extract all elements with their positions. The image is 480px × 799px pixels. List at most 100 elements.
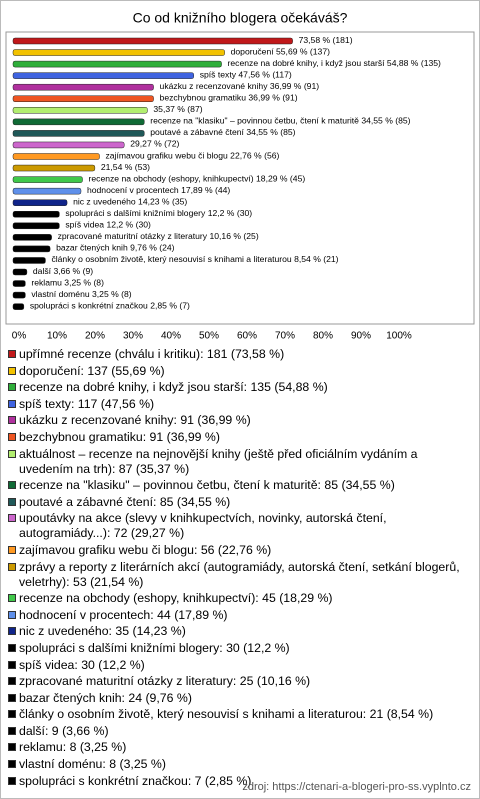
bar [12, 60, 222, 68]
value-label: spíš videa 12,2 % (30) [65, 220, 151, 230]
legend-item: upoutávky na akce (slevy v knihkupectvíc… [8, 511, 473, 541]
x-tick-label: 90% [351, 331, 371, 342]
legend-swatch [8, 726, 16, 735]
x-tick-label: 80% [313, 331, 333, 342]
value-label: 29,27 % (72) [130, 139, 179, 149]
bar [12, 72, 194, 79]
legend-item: zprávy a reporty z literárních akcí (aut… [8, 560, 473, 590]
legend-item: recenze na obchody (eshopy, knihkupectví… [8, 591, 473, 606]
value-label: reklamu 3,25 % (8) [31, 277, 104, 287]
legend: upřímné recenze (chválu i kritiku): 181 … [8, 347, 473, 790]
legend-label: doporučení: 137 (55,69 %) [19, 363, 165, 378]
bar [12, 49, 225, 56]
legend-item: bazar čtených knih: 24 (9,76 %) [8, 691, 473, 706]
bar [12, 153, 100, 160]
legend-swatch [8, 416, 16, 425]
x-tick-label: 20% [85, 331, 105, 342]
legend-item: bezchybnou gramatiku: 91 (36,99 %) [8, 430, 473, 445]
legend-item: spíš texty: 117 (47,56 %) [8, 397, 473, 412]
legend-swatch [8, 366, 16, 375]
value-label: bezchybnou gramatiku 36,99 % (91) [160, 93, 298, 103]
legend-label: nic z uvedeného: 35 (14,23 %) [19, 624, 186, 639]
legend-swatch [8, 643, 16, 652]
legend-item: recenze na "klasiku" – povinnou četbu, č… [8, 478, 473, 493]
bar [12, 187, 82, 195]
legend-label: články o osobním životě, který nesouvisí… [19, 707, 434, 722]
value-label: 21,54 % (53) [101, 162, 150, 172]
legend-swatch [8, 660, 16, 669]
legend-item: články o osobním životě, který nesouvisí… [8, 707, 473, 722]
value-label: bazar čtených knih 9,76 % (24) [56, 243, 175, 253]
bar [12, 118, 145, 126]
legend-item: vlastní doménu: 8 (3,25 %) [8, 757, 473, 772]
legend-swatch [8, 481, 16, 490]
x-tick-label: 70% [275, 331, 295, 342]
bar [12, 95, 154, 102]
legend-label: ukázku z recenzované knihy: 91 (36,99 %) [19, 413, 251, 428]
value-label: články o osobním životě, který nesouvisí… [51, 254, 338, 264]
legend-swatch [8, 610, 16, 619]
legend-label: aktuálnost – recenze na nejnovější knihy… [19, 446, 418, 476]
value-label: recenze na "klasiku" – povinnou četbu, č… [150, 116, 410, 126]
legend-label: upřímné recenze (chválu i kritiku): 181 … [19, 347, 285, 361]
value-label: zajímavou grafiku webu či blogu 22,76 % … [105, 150, 279, 160]
bar [12, 141, 125, 149]
legend-swatch [8, 594, 16, 603]
x-tick-label: 60% [237, 331, 257, 342]
legend-item: spíš videa: 30 (12,2 %) [8, 658, 473, 673]
x-tick-label: 40% [161, 331, 181, 342]
legend-swatch [8, 497, 16, 506]
x-tick-label: 100% [386, 331, 412, 342]
value-label: ukázku z recenzované knihy 36,99 % (91) [160, 81, 320, 91]
legend-label: zajímavou grafiku webu či blogu: 56 (22,… [19, 542, 272, 557]
value-label: spolupráci s konkrétní značkou 2,85 % (7… [30, 300, 190, 310]
legend-swatch [8, 710, 16, 719]
bar [12, 107, 148, 114]
bar [12, 245, 51, 253]
bar [12, 211, 60, 218]
x-tick-label: 50% [199, 331, 219, 342]
value-label: spolupráci s dalšími knižními blogery 12… [65, 208, 252, 218]
legend-item: doporučení: 137 (55,69 %) [8, 364, 473, 379]
bar [12, 222, 60, 230]
bar [12, 37, 293, 45]
chart-title: Co od knižního blogera očekáváš? [133, 10, 348, 26]
value-label: spíš texty 47,56 % (117) [200, 69, 292, 79]
value-label: nic z uvedeného 14,23 % (35) [73, 196, 187, 206]
bar [12, 176, 83, 183]
legend-swatch [8, 449, 16, 458]
bar [12, 83, 154, 91]
value-label: poutavé a zábavné čtení 34,55 % (85) [150, 127, 295, 137]
legend-label: reklamu: 8 (3,25 %) [19, 740, 127, 755]
legend-swatch [8, 545, 16, 554]
legend-label: recenze na "klasiku" – povinnou četbu, č… [19, 478, 395, 493]
legend-label: upoutávky na akce (slevy v knihkupectvíc… [19, 511, 387, 541]
legend-label: zprávy a reporty z literárních akcí (aut… [19, 559, 460, 589]
legend-item: nic z uvedeného: 35 (14,23 %) [8, 624, 473, 639]
legend-label: spíš videa: 30 (12,2 %) [19, 657, 145, 672]
legend-label: vlastní doménu: 8 (3,25 %) [19, 757, 166, 772]
source: zdroj: https://ctenari-a-blogeri-pro-ss.… [242, 781, 471, 793]
legend-swatch [8, 432, 16, 441]
legend-label: spolupráci s dalšími knižními blogery: 3… [19, 640, 290, 655]
legend-label: další: 9 (3,66 %) [19, 723, 109, 738]
bar [12, 268, 28, 276]
bar [12, 164, 96, 172]
legend-label: spíš texty: 117 (47,56 %) [19, 396, 155, 411]
legend-item: recenze na dobré knihy, i když jsou star… [8, 380, 473, 395]
legend-swatch [8, 743, 16, 752]
legend-item: aktuálnost – recenze na nejnovější knihy… [8, 447, 473, 477]
legend-swatch [8, 514, 16, 523]
bar [12, 280, 26, 287]
plot-frame [5, 31, 475, 325]
value-label: vlastní doménu 3,25 % (8) [31, 289, 131, 299]
legend-item: reklamu: 8 (3,25 %) [8, 740, 473, 755]
legend-item: další: 9 (3,66 %) [8, 724, 473, 739]
bar [12, 130, 145, 137]
bar [12, 291, 26, 299]
value-label: doporučení 55,69 % (137) [231, 46, 331, 56]
legend-label: recenze na dobré knihy, i když jsou star… [19, 380, 328, 395]
value-label: další 3,66 % (9) [33, 266, 93, 276]
legend-item: poutavé a zábavné čtení: 85 (34,55 %) [8, 495, 473, 510]
